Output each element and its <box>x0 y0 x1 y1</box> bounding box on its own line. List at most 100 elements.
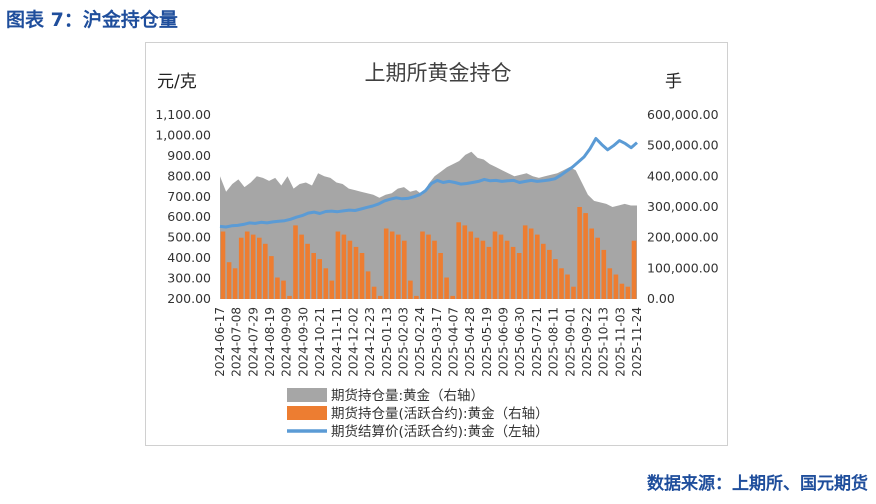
active-oi-bar <box>607 268 613 299</box>
active-oi-bar <box>408 280 413 299</box>
active-oi-bar <box>516 253 522 299</box>
x-tick-label: 2024-12-02 <box>346 307 360 377</box>
active-oi-bar <box>498 234 504 299</box>
active-oi-bars-layer <box>220 207 637 299</box>
active-oi-bar <box>535 234 540 299</box>
chart-title: 上期所黄金持仓 <box>365 61 512 85</box>
active-oi-bar <box>486 246 492 299</box>
active-oi-bar <box>601 249 607 299</box>
active-oi-bar <box>311 253 316 299</box>
active-oi-bar <box>595 237 600 299</box>
active-oi-bar <box>589 228 594 299</box>
x-tick-label: 2025-06-09 <box>497 307 511 377</box>
active-oi-bar <box>583 213 588 299</box>
x-tick-label: 2024-07-08 <box>230 307 244 377</box>
active-oi-bar <box>281 280 286 299</box>
active-oi-bar <box>625 286 631 299</box>
active-oi-bar <box>474 237 480 299</box>
active-oi-bar <box>293 225 298 299</box>
active-oi-bar <box>226 262 232 299</box>
active-oi-bar <box>299 234 304 299</box>
x-tick-label: 2024-09-30 <box>296 307 310 377</box>
active-oi-bar <box>305 243 310 299</box>
y-right-tick-label: 0.00 <box>647 291 675 306</box>
active-oi-bar <box>577 207 582 299</box>
y-left-tick-label: 500.00 <box>167 230 211 245</box>
active-oi-bar <box>389 231 395 299</box>
y-left-tick-label: 300.00 <box>167 271 211 286</box>
y-right-tick-label: 100,000.00 <box>647 260 719 275</box>
y-right-tick-label: 200,000.00 <box>647 230 719 245</box>
active-oi-bar <box>317 259 322 299</box>
active-oi-bar <box>480 240 486 299</box>
active-oi-bar <box>275 277 280 299</box>
y-left-tick-label: 800.00 <box>167 168 211 183</box>
x-tick-label: 2024-07-29 <box>246 307 260 377</box>
active-oi-bar <box>244 231 250 299</box>
active-oi-bar <box>335 231 341 299</box>
y-left-tick-label: 700.00 <box>167 189 211 204</box>
active-oi-bar <box>522 225 528 299</box>
y-left-tick-label: 1,100.00 <box>155 107 211 122</box>
x-tick-label: 2024-09-09 <box>280 307 294 377</box>
active-oi-bar <box>492 231 498 299</box>
y-left-ticks: 1,100.00 1,000.00 900.00 800.00 700.00 600.00… <box>155 107 211 306</box>
y-left-tick-label: 200.00 <box>167 291 211 306</box>
active-oi-bar <box>420 231 425 299</box>
y-right-tick-label: 400,000.00 <box>647 168 719 183</box>
x-tick-label: 2025-11-03 <box>613 307 627 377</box>
active-oi-bar <box>257 237 262 299</box>
x-tick-label: 2025-11-24 <box>630 307 644 377</box>
active-oi-bar <box>553 259 558 299</box>
active-oi-bar <box>631 240 637 299</box>
active-oi-bar <box>371 286 377 299</box>
active-oi-bar <box>528 228 534 299</box>
legend-swatch-active-oi <box>287 406 327 420</box>
x-tick-label: 2024-10-21 <box>313 307 327 377</box>
x-tick-label: 2025-04-07 <box>447 307 461 377</box>
active-oi-bar <box>426 234 431 299</box>
active-oi-bar <box>444 277 449 299</box>
active-oi-bar <box>263 243 268 299</box>
legend-label-active-oi: 期货持仓量(活跃合约):黄金（右轴） <box>331 405 549 422</box>
y-right-tick-label: 300,000.00 <box>647 199 719 214</box>
active-oi-bar <box>396 234 401 299</box>
x-tick-label: 2024-12-23 <box>363 307 377 377</box>
x-tick-label: 2025-08-11 <box>547 307 561 377</box>
legend-label-price: 期货结算价(活跃合约):黄金（左轴） <box>331 423 549 440</box>
x-tick-label: 2025-10-13 <box>597 307 611 377</box>
active-oi-bar <box>323 268 329 299</box>
active-oi-bar <box>450 295 455 299</box>
active-oi-bar <box>571 286 576 299</box>
x-tick-label: 2025-05-19 <box>480 307 494 377</box>
active-oi-bar <box>565 274 570 299</box>
y-left-tick-label: 900.00 <box>167 148 211 163</box>
active-oi-bar <box>619 283 625 299</box>
x-tick-label: 2025-03-17 <box>430 307 444 377</box>
source-note: 数据来源：上期所、国元期货 <box>647 474 868 494</box>
y-left-unit: 元/克 <box>157 72 197 92</box>
active-oi-bar <box>414 295 419 299</box>
active-oi-bar <box>402 240 407 299</box>
active-oi-bar <box>287 295 292 299</box>
x-tick-label: 2025-09-01 <box>563 307 577 377</box>
active-oi-bar <box>559 268 564 299</box>
active-oi-bar <box>250 234 256 299</box>
x-tick-label: 2025-06-30 <box>513 307 527 377</box>
x-tick-label: 2025-09-22 <box>580 307 594 377</box>
y-right-tick-label: 600,000.00 <box>647 107 719 122</box>
active-oi-bar <box>377 295 383 299</box>
active-oi-bar <box>456 222 461 299</box>
active-oi-bar <box>462 225 468 299</box>
x-tick-label: 2025-02-24 <box>413 307 427 377</box>
x-tick-label: 2025-02-03 <box>397 307 411 377</box>
active-oi-bar <box>510 246 516 299</box>
legend-swatch-total-oi <box>287 388 327 402</box>
x-tick-label: 2025-07-21 <box>530 307 544 377</box>
active-oi-bar <box>383 228 389 299</box>
price-line-layer <box>219 137 638 229</box>
x-ticks: 2024-06-17 2024-07-08 2024-07-29 2024-08-19… <box>213 307 644 377</box>
active-oi-bar <box>232 268 238 299</box>
y-left-tick-label: 400.00 <box>167 250 211 265</box>
active-oi-bar <box>329 280 335 299</box>
